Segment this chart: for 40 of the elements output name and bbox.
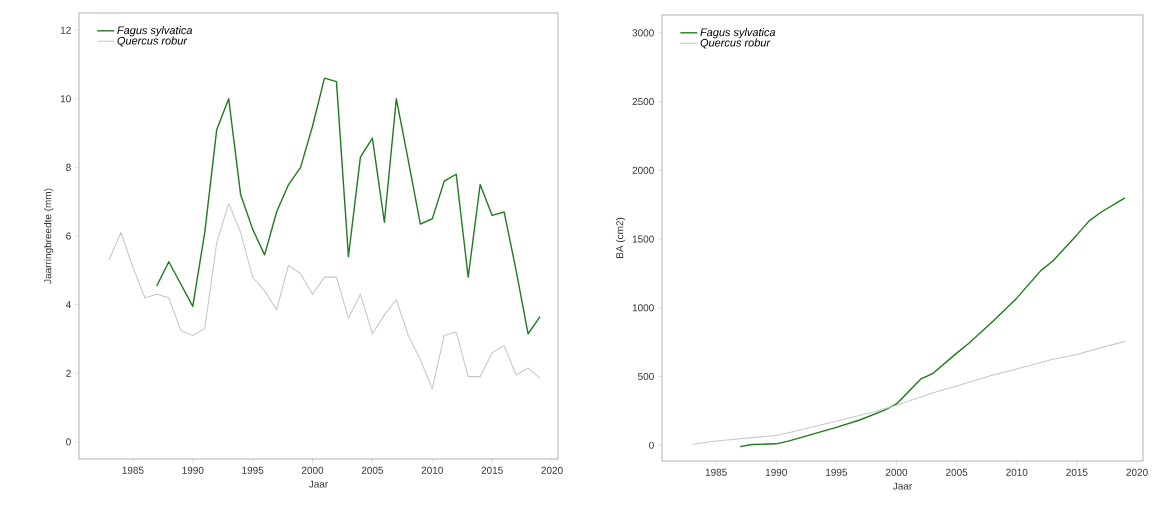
x-tick-label: 1985 bbox=[122, 466, 144, 474]
line-series bbox=[156, 77, 541, 335]
y-tick-label: 8 bbox=[66, 163, 71, 171]
line-series bbox=[108, 202, 541, 390]
x-tick-label: 1990 bbox=[765, 468, 787, 476]
y-tick-label: 2 bbox=[66, 369, 71, 377]
x-axis-title: Jaar bbox=[308, 480, 329, 488]
y-tick-label: 0 bbox=[66, 438, 71, 446]
y-tick-label: 4 bbox=[65, 301, 71, 309]
y-tick-label: 1000 bbox=[632, 304, 654, 312]
y-tick-label: 2000 bbox=[632, 166, 654, 174]
x-tick-label: 2020 bbox=[1126, 468, 1148, 476]
x-tick-label: 2020 bbox=[541, 466, 563, 474]
legend-label: Fagus sylvatica bbox=[700, 28, 776, 39]
x-tick-label: 1995 bbox=[826, 468, 848, 476]
y-tick-label: 10 bbox=[60, 95, 71, 103]
x-tick-label: 1995 bbox=[242, 466, 264, 474]
y-tick-label: 6 bbox=[66, 232, 71, 240]
x-tick-label: 1985 bbox=[705, 468, 727, 476]
x-tick-label: 1990 bbox=[182, 466, 204, 474]
legend-label: Fagus sylvatica bbox=[117, 26, 193, 37]
y-axis-title: Jaarringbreedte (mm) bbox=[44, 188, 54, 284]
legend-label: Quercus robur bbox=[117, 36, 188, 47]
x-axis-title: Jaar bbox=[892, 482, 913, 490]
x-tick-label: 2015 bbox=[481, 466, 503, 474]
y-tick-label: 3000 bbox=[632, 29, 654, 37]
x-tick-label: 2000 bbox=[885, 468, 908, 476]
y-tick-label: 2500 bbox=[632, 98, 654, 106]
y-axis-title: BA (cm2) bbox=[615, 217, 626, 258]
x-tick-label: 2005 bbox=[361, 466, 384, 474]
x-tick-label: 2000 bbox=[301, 466, 324, 474]
legend-label: Quercus robur bbox=[700, 38, 771, 49]
x-tick-label: 2010 bbox=[421, 466, 443, 474]
x-tick-label: 2015 bbox=[1066, 468, 1088, 476]
x-tick-label: 2005 bbox=[946, 468, 968, 476]
x-tick-label: 2010 bbox=[1006, 468, 1028, 476]
y-tick-label: 1500 bbox=[632, 235, 654, 243]
y-tick-label: 500 bbox=[638, 372, 654, 380]
y-tick-label: 0 bbox=[649, 441, 654, 449]
y-tick-label: 12 bbox=[60, 26, 71, 34]
